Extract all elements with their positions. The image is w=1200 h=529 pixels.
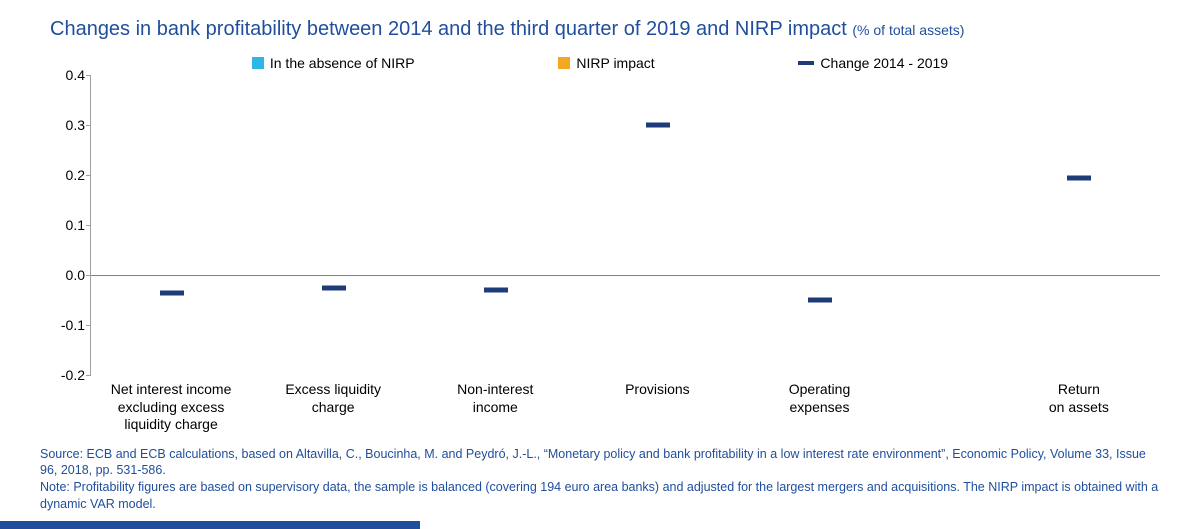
x-axis: Net interest incomeexcluding excessliqui…: [90, 381, 1160, 434]
title-main: Changes in bank profitability between 20…: [50, 18, 847, 40]
legend-swatch-square: [252, 57, 264, 69]
change-marker: [322, 285, 346, 290]
footnote: Source: ECB and ECB calculations, based …: [0, 434, 1200, 514]
bars-container: [91, 75, 1160, 375]
change-marker: [160, 290, 184, 295]
y-tick-label: 0.0: [66, 267, 85, 283]
y-tick-label: -0.1: [61, 317, 85, 333]
legend-item: Change 2014 - 2019: [798, 55, 948, 71]
change-marker: [1067, 175, 1091, 180]
bar-slot: [739, 75, 901, 375]
chart-title: Changes in bank profitability between 20…: [0, 0, 1200, 45]
legend-item: NIRP impact: [558, 55, 654, 71]
title-unit: (% of total assets): [852, 22, 964, 38]
bar-slot: [91, 75, 253, 375]
y-tick-mark: [86, 225, 91, 226]
bar-slot: [415, 75, 577, 375]
y-tick-label: 0.1: [66, 217, 85, 233]
chart-area: -0.2-0.10.00.10.20.30.4: [90, 75, 1160, 375]
change-marker: [646, 123, 670, 128]
y-tick-label: 0.4: [66, 67, 85, 83]
legend-item: In the absence of NIRP: [252, 55, 415, 71]
x-tick-label: Excess liquiditycharge: [252, 381, 414, 434]
legend: In the absence of NIRP NIRP impact Change …: [0, 45, 1200, 75]
legend-label: In the absence of NIRP: [270, 55, 415, 71]
y-tick-mark: [86, 125, 91, 126]
x-tick-label: Operatingexpenses: [738, 381, 900, 434]
zero-line: [91, 275, 1160, 276]
bar-slot: [577, 75, 739, 375]
x-tick-label: Net interest incomeexcluding excessliqui…: [90, 381, 252, 434]
plot: [90, 75, 1160, 375]
change-marker: [484, 288, 508, 293]
x-tick-label: [901, 381, 998, 434]
legend-swatch-square: [558, 57, 570, 69]
bar-slot: [901, 75, 998, 375]
y-tick-mark: [86, 325, 91, 326]
legend-label: NIRP impact: [576, 55, 654, 71]
bar-slot: [253, 75, 415, 375]
y-tick-label: -0.2: [61, 367, 85, 383]
y-tick-mark: [86, 75, 91, 76]
change-marker: [808, 298, 832, 303]
x-tick-label: Provisions: [576, 381, 738, 434]
footer-strip: [0, 521, 420, 529]
bar-slot: [998, 75, 1160, 375]
legend-swatch-dash: [798, 61, 814, 65]
x-tick-label: Non-interestincome: [414, 381, 576, 434]
y-axis: -0.2-0.10.00.10.20.30.4: [40, 75, 85, 375]
y-tick-mark: [86, 375, 91, 376]
y-tick-label: 0.3: [66, 117, 85, 133]
x-tick-label: Returnon assets: [998, 381, 1160, 434]
legend-label: Change 2014 - 2019: [820, 55, 948, 71]
y-tick-label: 0.2: [66, 167, 85, 183]
y-tick-mark: [86, 175, 91, 176]
